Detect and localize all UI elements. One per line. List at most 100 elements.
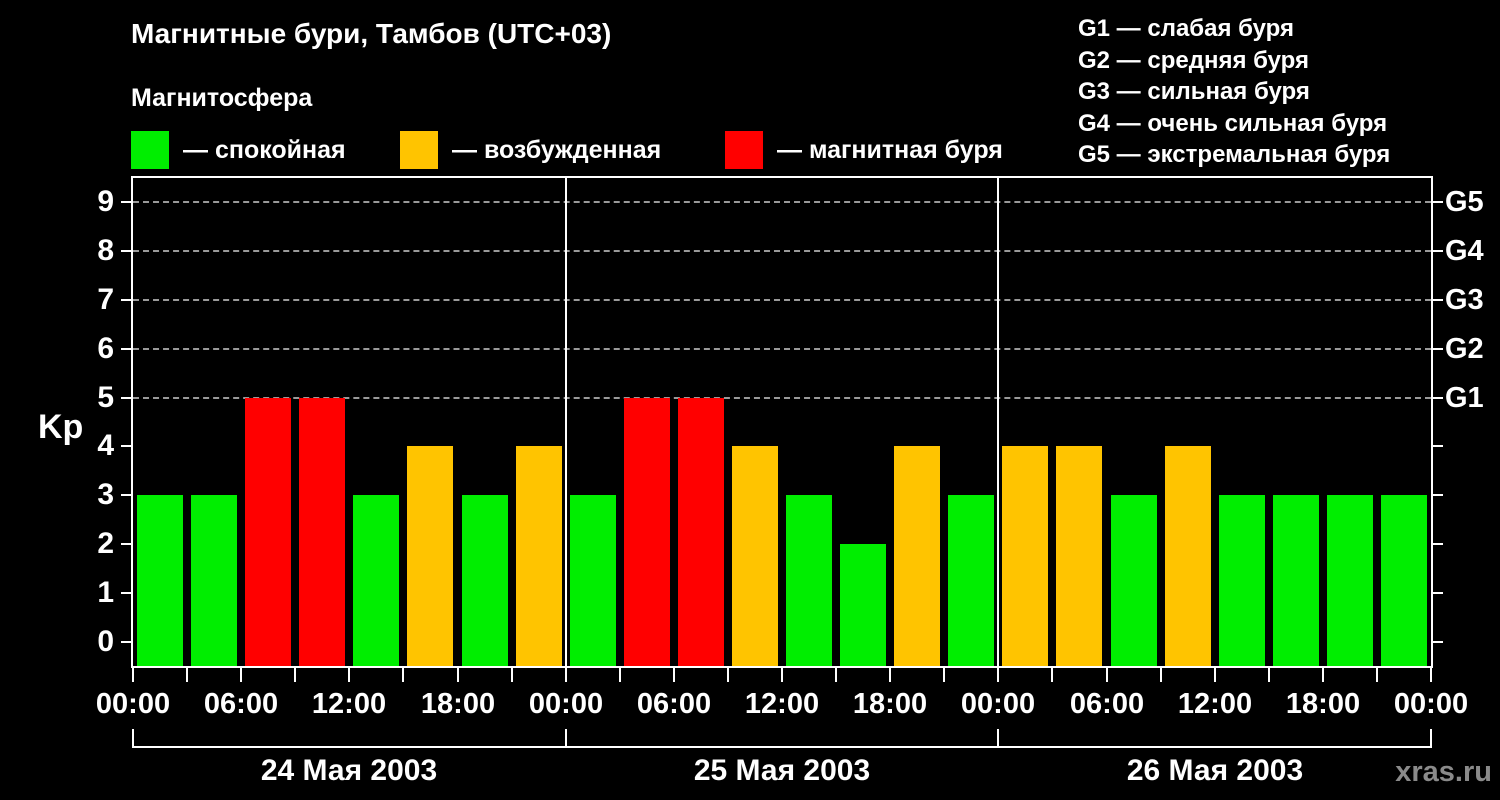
- y-tick-right: [1433, 250, 1443, 252]
- y-axis-label: 1: [97, 576, 114, 609]
- kp-bar: [462, 495, 508, 666]
- x-tick: [348, 668, 350, 682]
- plot-area: [133, 178, 1431, 666]
- day-separator: [565, 178, 567, 666]
- y-axis-label: 6: [97, 332, 114, 365]
- y-tick-right: [1433, 201, 1443, 203]
- date-bracket-tick: [1430, 729, 1432, 748]
- x-tick: [294, 668, 296, 682]
- y-axis-label: 8: [97, 234, 114, 267]
- y-tick-right: [1433, 592, 1443, 594]
- x-tick: [1268, 668, 1270, 682]
- x-tick: [943, 668, 945, 682]
- y-axis-title: Kp: [38, 408, 84, 446]
- kp-bar: [1056, 446, 1102, 666]
- x-tick: [186, 668, 188, 682]
- legend-swatch-excited: [400, 131, 438, 169]
- date-bracket: [998, 746, 1431, 748]
- gridline-kp6: [133, 348, 1431, 350]
- date-bracket-tick: [132, 729, 134, 748]
- kp-bar: [1381, 495, 1427, 666]
- y-tick-right: [1433, 299, 1443, 301]
- kp-bar: [840, 544, 886, 666]
- gridline-kp9: [133, 201, 1431, 203]
- x-axis-label: 12:00: [744, 688, 820, 720]
- date-bracket-tick: [565, 729, 567, 748]
- g-axis-label-G3: G3: [1445, 284, 1484, 316]
- date-label: 26 Мая 2003: [1126, 754, 1304, 787]
- x-tick: [997, 668, 999, 682]
- x-tick: [781, 668, 783, 682]
- kp-bar: [570, 495, 616, 666]
- x-axis-label: 06:00: [1069, 688, 1145, 720]
- legend-swatch-storm: [725, 131, 763, 169]
- legend-item: — магнитная буря: [725, 130, 1003, 170]
- y-axis-label: 3: [97, 478, 114, 511]
- y-tick-left: [121, 592, 131, 594]
- legend-swatch-quiet: [131, 131, 169, 169]
- date-label: 24 Мая 2003: [260, 754, 438, 787]
- kp-bar: [1002, 446, 1048, 666]
- x-tick: [240, 668, 242, 682]
- storm-scale-legend: G1 — слабая буря G2 — средняя буря G3 — си…: [1078, 13, 1390, 171]
- legend-item: — спокойная: [131, 130, 346, 170]
- x-tick: [673, 668, 675, 682]
- x-axis-label: 06:00: [636, 688, 712, 720]
- y-tick-left: [121, 494, 131, 496]
- kp-bar: [516, 446, 562, 666]
- x-tick: [1051, 668, 1053, 682]
- y-tick-right: [1433, 348, 1443, 350]
- date-bracket: [133, 746, 566, 748]
- gridline-kp8: [133, 250, 1431, 252]
- x-tick: [457, 668, 459, 682]
- kp-bar: [948, 495, 994, 666]
- x-tick: [132, 668, 134, 682]
- date-bracket: [566, 746, 999, 748]
- y-axis-label: 7: [97, 283, 114, 316]
- legend-label: — спокойная: [183, 135, 346, 164]
- y-axis-label: 4: [97, 429, 114, 462]
- storm-scale-line: G2 — средняя буря: [1078, 46, 1309, 74]
- y-tick-right: [1433, 543, 1443, 545]
- kp-bar: [894, 446, 940, 666]
- x-tick: [889, 668, 891, 682]
- x-tick: [727, 668, 729, 682]
- g-axis-label-G4: G4: [1445, 235, 1484, 267]
- storm-scale-line: G4 — очень сильная буря: [1078, 109, 1388, 137]
- watermark: xras.ru: [1395, 756, 1492, 788]
- y-tick-right: [1433, 494, 1443, 496]
- x-axis-label: 00:00: [95, 688, 171, 720]
- y-axis-label: 0: [97, 625, 114, 658]
- x-axis-label: 18:00: [1285, 688, 1361, 720]
- y-tick-right: [1433, 397, 1443, 399]
- x-tick: [511, 668, 513, 682]
- y-axis-label: 5: [97, 381, 114, 414]
- y-tick-right: [1433, 641, 1443, 643]
- y-axis-label: 9: [97, 185, 114, 218]
- kp-bar: [624, 398, 670, 666]
- kp-bar: [137, 495, 183, 666]
- x-tick: [1376, 668, 1378, 682]
- kp-bar: [678, 398, 724, 666]
- x-axis-label: 18:00: [420, 688, 496, 720]
- x-tick: [619, 668, 621, 682]
- x-tick: [835, 668, 837, 682]
- g-axis-label-G2: G2: [1445, 333, 1484, 365]
- chart-title: Магнитные бури, Тамбов (UTC+03): [131, 18, 612, 49]
- y-tick-right: [1433, 445, 1443, 447]
- y-tick-left: [121, 397, 131, 399]
- x-tick: [1160, 668, 1162, 682]
- storm-scale-line: G5 — экстремальная буря: [1078, 141, 1391, 169]
- kp-bar: [245, 398, 291, 666]
- magnetosphere-subtitle: Магнитосфера: [131, 84, 313, 112]
- date-bracket-tick: [997, 729, 999, 748]
- kp-bar: [353, 495, 399, 666]
- g-axis-label-G1: G1: [1445, 382, 1484, 414]
- kp-bar: [786, 495, 832, 666]
- x-tick: [1214, 668, 1216, 682]
- x-tick: [1430, 668, 1432, 682]
- x-tick: [1322, 668, 1324, 682]
- x-tick: [402, 668, 404, 682]
- date-label: 25 Мая 2003: [693, 754, 871, 787]
- x-axis-label: 00:00: [1393, 688, 1469, 720]
